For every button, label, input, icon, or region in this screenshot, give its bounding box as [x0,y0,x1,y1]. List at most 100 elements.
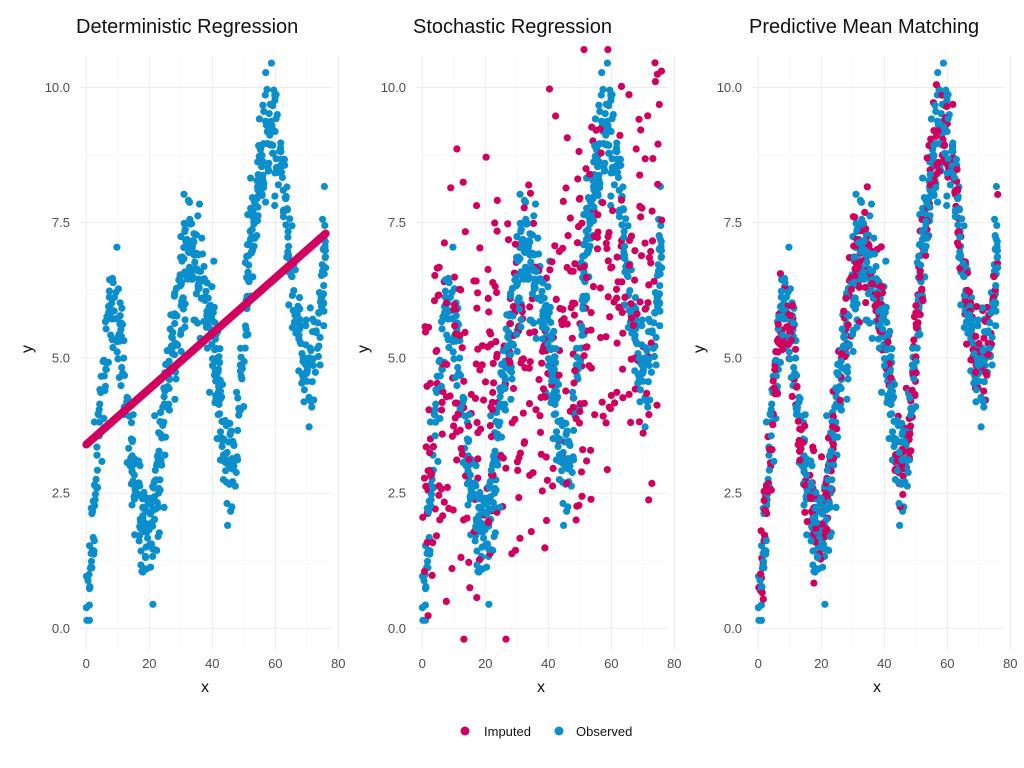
observed-point [113,348,121,356]
observed-point [87,557,96,566]
observed-point [994,264,1002,272]
observed-point [979,397,987,405]
observed-point [931,101,939,109]
observed-point [974,316,982,324]
imputed-point [587,364,596,372]
imputed-point [771,390,779,398]
imputed-point [516,534,524,542]
imputed-point [636,171,644,179]
imputed-point [810,579,818,587]
observed-point [631,367,639,375]
observed-point [768,400,776,408]
observed-point [200,275,208,283]
observed-point [589,195,597,203]
observed-point [883,346,891,354]
observed-point [985,344,994,352]
observed-point [573,353,581,361]
panel-deterministic-regression: Deterministic Regression x y 0 20 40 60 80 0.… [19,16,346,696]
observed-point [760,546,769,554]
imputed-point [639,429,647,437]
imputed-point [453,456,461,464]
imputed-point [446,392,454,400]
observed-point [196,267,205,275]
observed-point [224,438,233,446]
imputed-point [426,449,434,457]
observed-point [305,423,313,431]
observed-point [255,115,263,123]
observed-point [789,319,798,327]
observed-point [594,191,602,199]
imputed-point [916,267,924,275]
observed-point [860,275,868,283]
imputed-point [644,299,652,307]
observed-point [435,357,443,366]
observed-point [923,200,931,208]
observed-point [962,318,971,326]
imputed-point [555,371,563,379]
observed-point [762,418,771,426]
observed-point [954,221,962,229]
observed-point [586,217,594,225]
observed-point [190,265,198,273]
observed-point [955,253,963,261]
imputed-point [488,398,497,406]
observed-point [422,583,430,591]
imputed-point [435,491,443,499]
imputed-point [429,539,437,547]
imputed-point [648,479,656,487]
x-axis-title: x [201,679,209,696]
observed-point [180,219,188,227]
y-tick-label: 2.5 [388,486,406,501]
observed-point [179,294,187,302]
observed-point [560,521,568,530]
observed-point [202,323,210,331]
observed-point [517,316,525,324]
observed-point [258,190,266,198]
observed-point [254,183,262,191]
observed-point [930,141,938,149]
observed-point [918,227,926,235]
observed-point [427,496,435,504]
imputed-point [422,482,430,490]
imputed-point [757,527,765,535]
observed-point [110,293,118,301]
observed-point [878,388,886,396]
imputed-point [602,333,610,341]
observed-point [105,293,113,301]
observed-point [831,403,839,411]
imputed-point [426,379,434,387]
observed-point [93,466,101,474]
observed-point [800,501,808,509]
observed-point [527,316,535,324]
observed-point [590,203,598,211]
observed-point [215,400,223,408]
observed-point [507,395,515,403]
imputed-point [769,421,777,429]
observed-point [245,261,253,269]
imputed-point [770,384,778,392]
imputed-point [641,155,649,163]
imputed-point [621,293,629,301]
observed-point [271,201,279,210]
observed-point [137,547,145,555]
imputed-point [473,202,481,210]
imputed-point [482,153,490,161]
imputed-point [552,112,560,120]
imputed-point [641,239,649,247]
observed-point [113,243,121,251]
observed-point [516,190,524,198]
y-tick-label: 0.0 [388,621,406,636]
imputed-point [527,528,535,536]
observed-point [255,142,263,150]
observed-point [765,466,774,474]
observed-point [614,173,623,182]
observed-point [150,495,158,503]
imputed-point [447,184,455,192]
observed-point [170,351,179,359]
panel-stochastic-regression: Stochastic Regression x y 0 20 40 60 80 0.0 2.… [355,16,682,696]
observed-point [295,294,304,302]
observed-point [449,243,457,251]
observed-point [320,282,328,290]
imputed-point [497,452,505,460]
observed-point [896,521,904,530]
